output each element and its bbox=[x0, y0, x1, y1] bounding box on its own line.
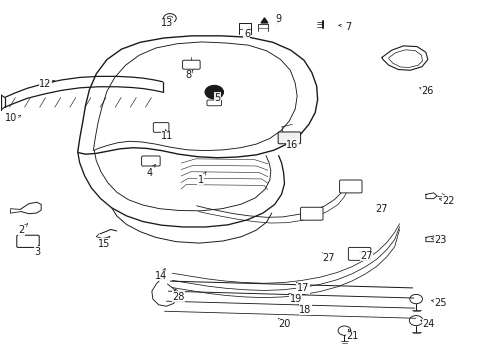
Text: 5: 5 bbox=[214, 93, 221, 103]
Text: 10: 10 bbox=[5, 113, 18, 123]
Text: 7: 7 bbox=[344, 22, 350, 32]
Text: 14: 14 bbox=[154, 271, 166, 281]
Text: 24: 24 bbox=[422, 319, 434, 329]
Text: 4: 4 bbox=[146, 168, 152, 178]
Text: 3: 3 bbox=[34, 247, 40, 257]
Text: 22: 22 bbox=[441, 196, 454, 206]
FancyBboxPatch shape bbox=[347, 247, 370, 260]
FancyBboxPatch shape bbox=[17, 235, 39, 247]
Text: 28: 28 bbox=[172, 292, 184, 302]
Text: 8: 8 bbox=[185, 70, 191, 80]
Text: 18: 18 bbox=[299, 305, 311, 315]
Text: 12: 12 bbox=[40, 79, 52, 89]
Text: 27: 27 bbox=[322, 253, 334, 263]
Text: 25: 25 bbox=[433, 298, 446, 308]
Polygon shape bbox=[261, 18, 267, 23]
FancyBboxPatch shape bbox=[206, 100, 221, 106]
Text: 26: 26 bbox=[420, 86, 433, 96]
Text: 11: 11 bbox=[161, 131, 173, 141]
Text: 13: 13 bbox=[161, 18, 173, 28]
FancyBboxPatch shape bbox=[182, 60, 200, 69]
Text: 23: 23 bbox=[433, 235, 446, 245]
Text: 17: 17 bbox=[296, 283, 308, 293]
FancyBboxPatch shape bbox=[142, 156, 160, 166]
Text: 2: 2 bbox=[18, 225, 24, 235]
Text: 21: 21 bbox=[346, 331, 358, 341]
Text: 9: 9 bbox=[275, 14, 281, 24]
Text: 16: 16 bbox=[285, 140, 298, 150]
Text: 27: 27 bbox=[374, 204, 386, 215]
Text: 6: 6 bbox=[244, 29, 249, 39]
Text: 19: 19 bbox=[289, 294, 301, 304]
FancyBboxPatch shape bbox=[153, 123, 168, 132]
Text: 1: 1 bbox=[197, 175, 203, 185]
FancyBboxPatch shape bbox=[278, 132, 300, 144]
FancyBboxPatch shape bbox=[300, 207, 323, 220]
FancyBboxPatch shape bbox=[339, 180, 361, 193]
Circle shape bbox=[204, 85, 223, 99]
Text: 15: 15 bbox=[98, 239, 110, 249]
Text: 27: 27 bbox=[360, 251, 372, 261]
Text: 20: 20 bbox=[278, 319, 290, 329]
